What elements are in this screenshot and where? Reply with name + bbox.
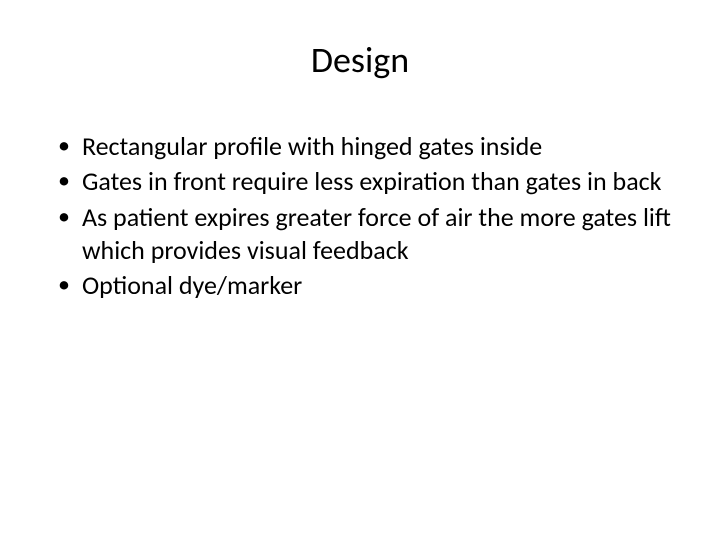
slide-container: Design • Rectangular profile with hinged…	[0, 0, 720, 540]
bullet-icon: •	[58, 165, 70, 196]
bullet-text: Rectangular profile with hinged gates in…	[82, 130, 542, 163]
list-item: • Rectangular profile with hinged gates …	[58, 130, 680, 163]
bullet-icon: •	[58, 269, 70, 300]
bullet-text: Gates in front require less expiration t…	[82, 165, 662, 198]
list-item: • As patient expires greater force of ai…	[58, 201, 680, 268]
bullet-list: • Rectangular profile with hinged gates …	[40, 130, 680, 302]
list-item: • Optional dye/marker	[58, 269, 680, 302]
list-item: • Gates in front require less expiration…	[58, 165, 680, 198]
bullet-icon: •	[58, 130, 70, 161]
bullet-text: As patient expires greater force of air …	[82, 201, 680, 268]
bullet-icon: •	[58, 201, 70, 232]
slide-title: Design	[40, 38, 680, 82]
bullet-text: Optional dye/marker	[82, 269, 302, 302]
